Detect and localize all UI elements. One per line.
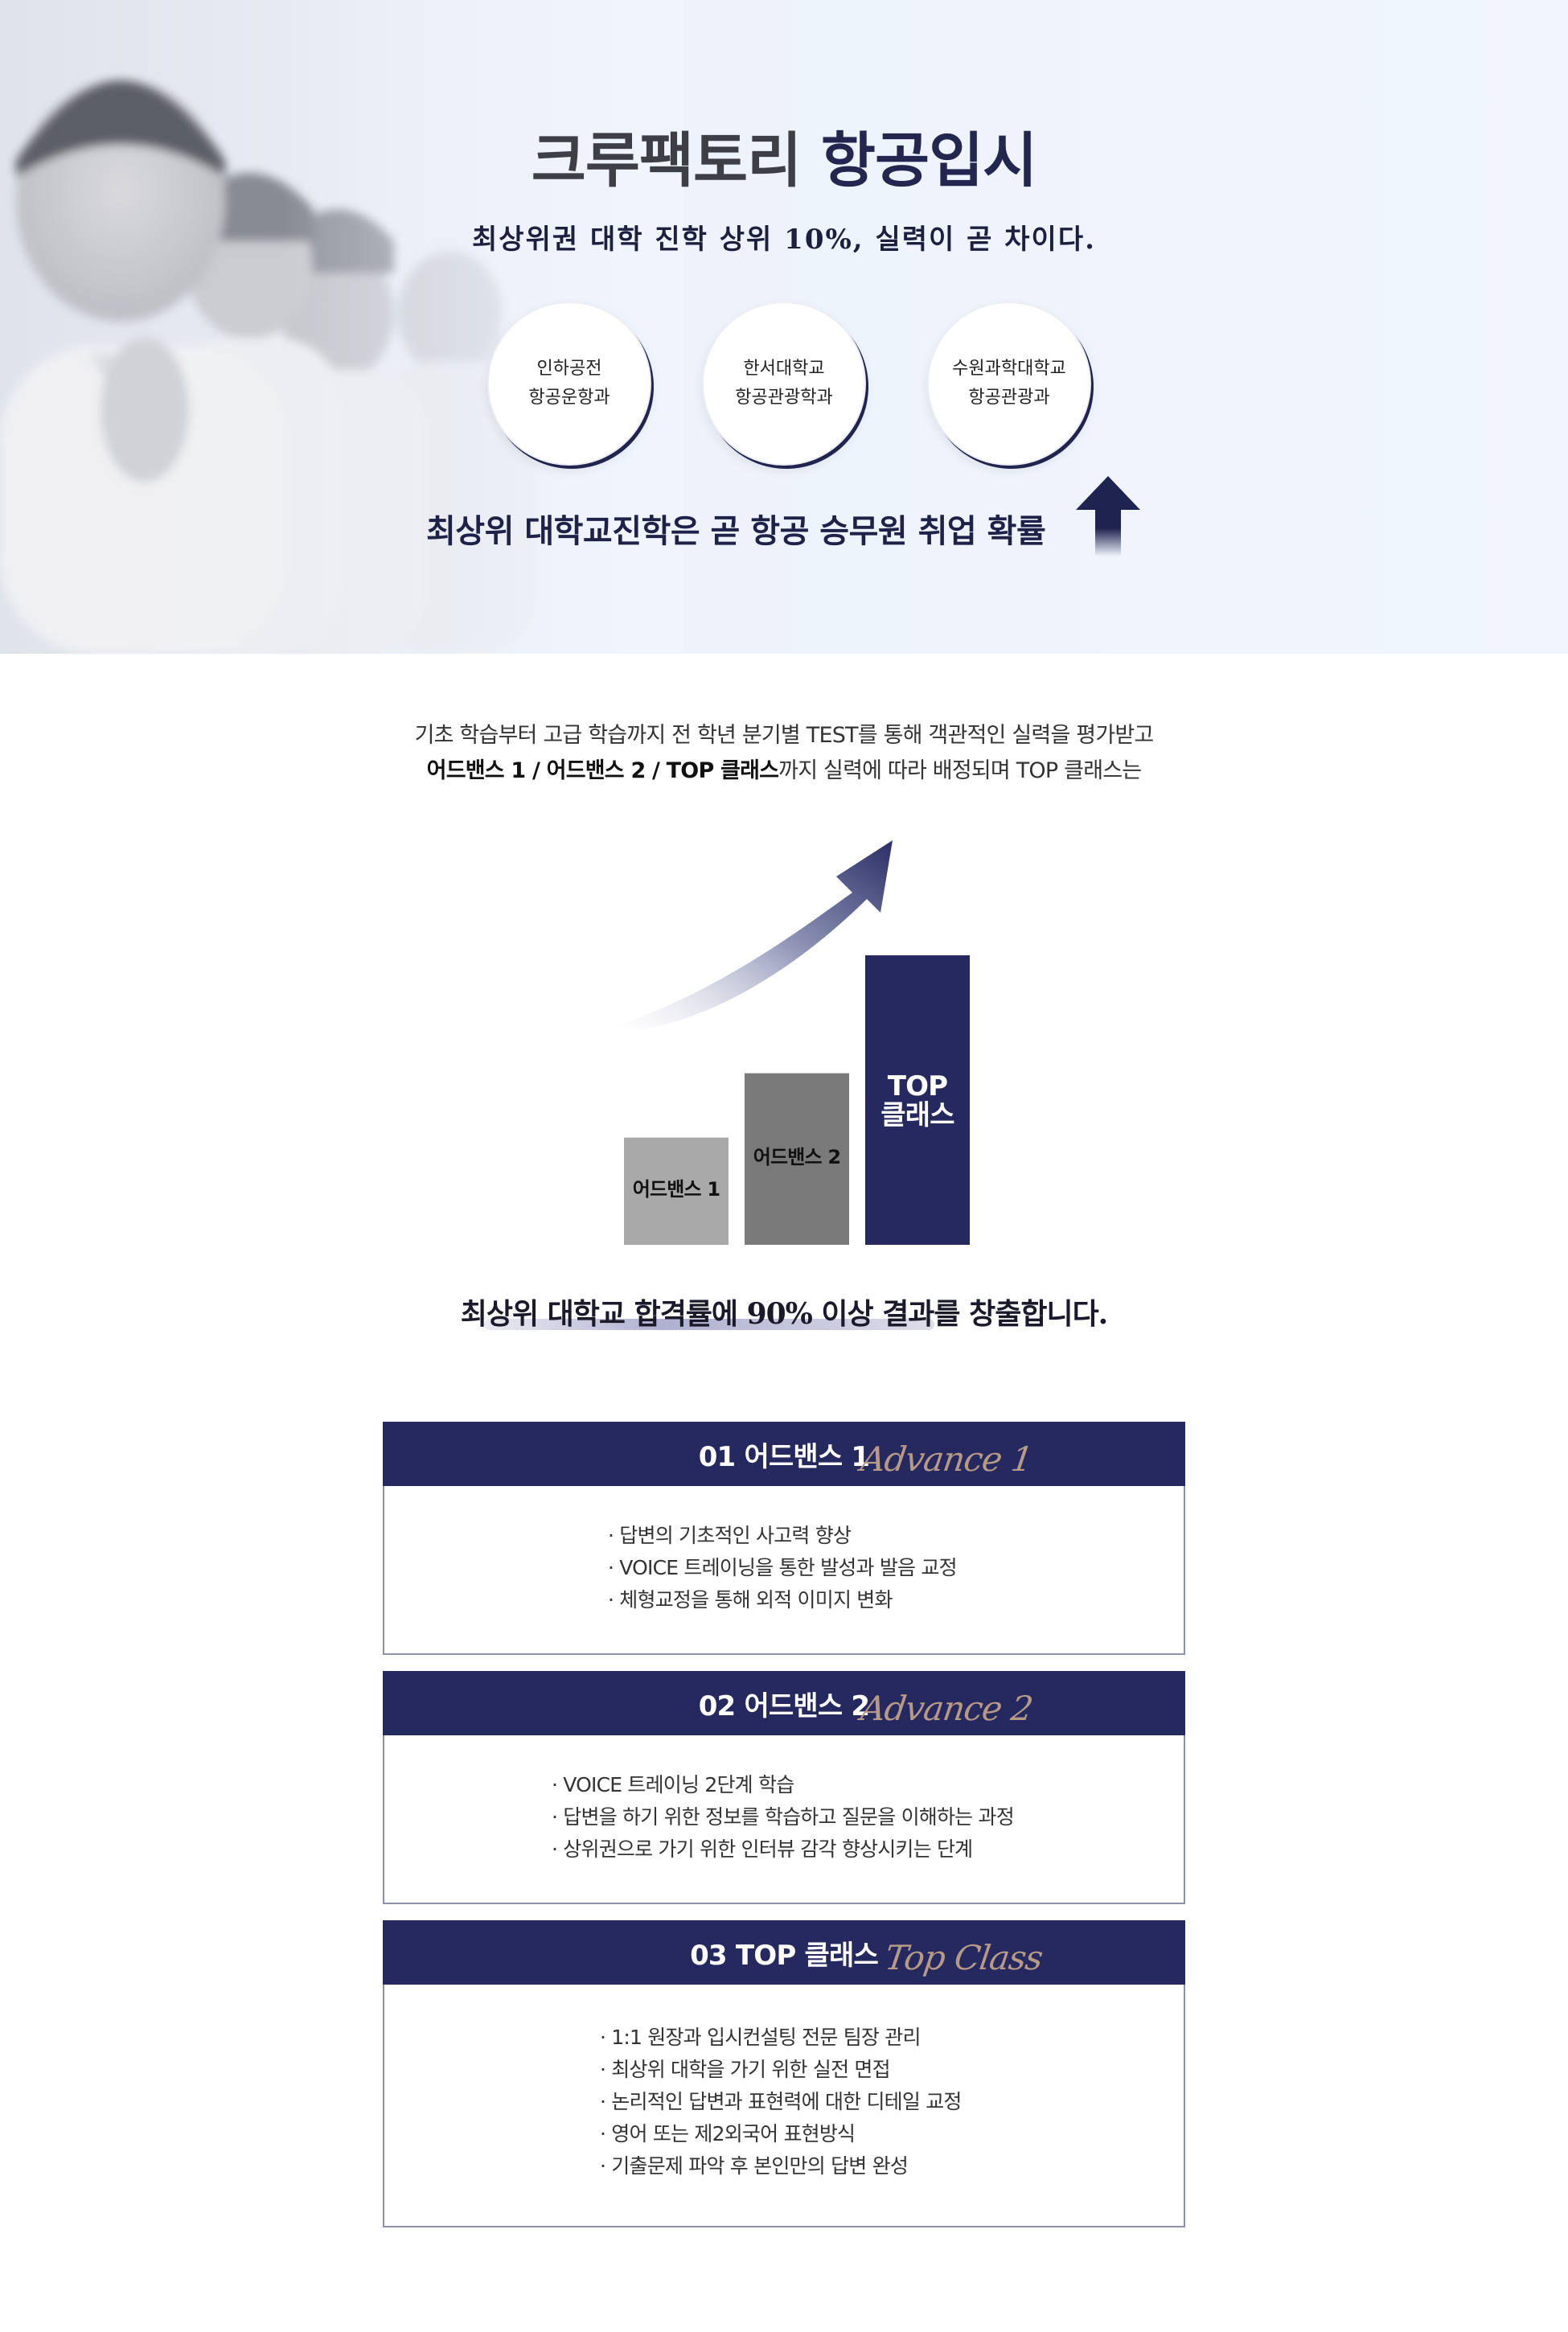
chart-bar-label: 어드밴스 2 xyxy=(745,1146,849,1168)
class-card-title: 01 어드밴스 1 xyxy=(698,1440,870,1473)
hero-section: 크루팩토리 항공입시 최상위권 대학 진학 상위 10%, 실력이 곧 차이다.… xyxy=(0,0,1568,654)
list-item: 영어 또는 제2외국어 표현방식 xyxy=(600,2118,962,2150)
chart-bar-label: TOP 클래스 xyxy=(865,1072,970,1130)
university-name: 인하공전 xyxy=(536,359,602,379)
university-name: 한서대학교 xyxy=(743,359,825,379)
class-card-script-title: Top Class xyxy=(882,1938,1045,1977)
university-dept: 항공관광과 xyxy=(968,388,1050,408)
chart-bar-label-line: TOP xyxy=(887,1070,948,1102)
university-dept: 항공운항과 xyxy=(528,388,610,408)
class-card-title: 03 TOP 클래스 xyxy=(690,1939,879,1972)
class-card-advance-1: 01 어드밴스 1 Advance 1 답변의 기초적인 사고력 향상 VOIC… xyxy=(383,1422,1185,1655)
hero-title-program: 항공입시 xyxy=(820,126,1037,195)
class-card-title: 02 어드밴스 2 xyxy=(698,1689,870,1722)
university-badge-2: 한서대학교 항공관광학과 xyxy=(702,302,866,466)
class-card-header: 03 TOP 클래스 Top Class xyxy=(383,1920,1185,1985)
class-card-header: 02 어드밴스 2 Advance 2 xyxy=(383,1671,1185,1735)
list-item: 체형교정을 통해 외적 이미지 변화 xyxy=(608,1584,957,1616)
class-card-list: VOICE 트레이닝 2단계 학습 답변을 하기 위한 정보를 학습하고 질문을… xyxy=(552,1769,1014,1866)
list-item: 기출문제 파악 후 본인만의 답변 완성 xyxy=(600,2150,962,2182)
intro-line-2-rest: 까지 실력에 따라 배정되며 TOP 클래스는 xyxy=(778,758,1142,783)
university-name: 수원과학대학교 xyxy=(952,359,1066,379)
class-card-top-class: 03 TOP 클래스 Top Class 1:1 원장과 입시컨설팅 전문 팀장… xyxy=(383,1920,1185,2227)
class-card-header: 01 어드밴스 1 Advance 1 xyxy=(383,1422,1185,1486)
list-item: 답변을 하기 위한 정보를 학습하고 질문을 이해하는 과정 xyxy=(552,1801,1014,1833)
list-item: 논리적인 답변과 표현력에 대한 디테일 교정 xyxy=(600,2086,962,2118)
list-item: VOICE 트레이닝을 통한 발성과 발음 교정 xyxy=(608,1552,957,1584)
class-card-advance-2: 02 어드밴스 2 Advance 2 VOICE 트레이닝 2단계 학습 답변… xyxy=(383,1671,1185,1904)
chart-bar-label-line: 클래스 xyxy=(880,1099,954,1131)
list-item: 답변의 기초적인 사고력 향상 xyxy=(608,1520,957,1552)
chart-bar-label-line: 어드밴스 1 xyxy=(632,1177,720,1201)
intro-line-2: 어드밴스 1 / 어드밴스 2 / TOP 클래스까지 실력에 따라 배정되며 … xyxy=(0,753,1568,784)
hero-subtitle: 최상위권 대학 진학 상위 10%, 실력이 곧 차이다. xyxy=(472,224,1096,256)
class-card-script-title: Advance 2 xyxy=(858,1689,1035,1728)
university-badge-3: 수원과학대학교 항공관광과 xyxy=(927,302,1091,466)
list-item: 상위권으로 가기 위한 인터뷰 감각 향상시키는 단계 xyxy=(552,1833,1014,1866)
intro-class-names: 어드밴스 1 / 어드밴스 2 / TOP 클래스 xyxy=(426,758,779,783)
hero-bottom-text: 최상위 대학교진학은 곧 항공 승무원 취업 확률 xyxy=(426,513,1046,550)
class-card-script-title: Advance 1 xyxy=(858,1439,1035,1479)
chart-bar-label-line: 어드밴스 2 xyxy=(753,1145,841,1168)
university-badge-1: 인하공전 항공운항과 xyxy=(487,302,651,466)
class-card-list: 답변의 기초적인 사고력 향상 VOICE 트레이닝을 통한 발성과 발음 교정… xyxy=(608,1520,957,1616)
chart-bar-label: 어드밴스 1 xyxy=(624,1178,729,1201)
list-item: VOICE 트레이닝 2단계 학습 xyxy=(552,1769,1014,1801)
rising-arrow-icon xyxy=(611,840,893,1029)
class-card-list: 1:1 원장과 입시컨설팅 전문 팀장 관리 최상위 대학을 가기 위한 실전 … xyxy=(600,2022,962,2182)
hero-title-brand: 크루팩토리 xyxy=(531,126,802,195)
up-arrow-icon xyxy=(1076,476,1140,556)
hero-title: 크루팩토리 항공입시 xyxy=(0,113,1568,199)
caption-highlight xyxy=(484,1319,934,1330)
list-item: 최상위 대학을 가기 위한 실전 면접 xyxy=(600,2054,962,2086)
intro-line-1: 기초 학습부터 고급 학습까지 전 학년 분기별 TEST를 통해 객관적인 실… xyxy=(414,723,1155,748)
chart-caption: 최상위 대학교 합격률에 90% 이상 결과를 창출합니다. xyxy=(460,1297,1108,1331)
list-item: 1:1 원장과 입시컨설팅 전문 팀장 관리 xyxy=(600,2022,962,2054)
university-dept: 항공관광학과 xyxy=(735,388,833,408)
